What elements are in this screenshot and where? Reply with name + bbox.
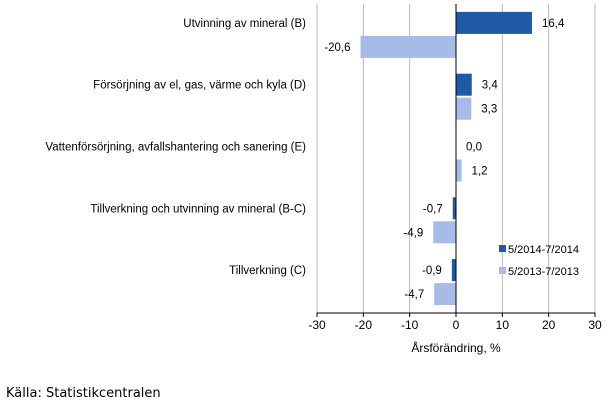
legend-swatch [499,245,506,252]
data-label: -0,9 [422,265,442,277]
legend-swatch [499,267,506,274]
source-note: Källa: Statistikcentralen [6,386,161,401]
x-axis-title: Årsförändring, % [411,340,501,355]
bars: 16,4 -20,6 3,4 3,3 0,0 1,2 -0,7-4,9 -0,9 -4,7 [324,11,565,306]
data-label: 3,4 [482,80,499,92]
bar [451,259,456,282]
bar-chart: 16,4 -20,6 3,4 3,3 0,0 1,2 -0,7-4,9 -0,9 -4,7 Ut… [45,4,602,355]
x-tick-label: -20 [355,318,373,332]
x-tick-label: 30 [588,318,602,332]
legend-label: 5/2013-7/2013 [508,266,579,278]
bar [434,283,456,306]
category-label: Försörjning av el, gas, värme och kyla (… [93,80,306,92]
data-label: 0,0 [466,142,482,154]
bar [433,221,456,244]
data-label: 3,3 [481,104,497,116]
legend-label: 5/2014-7/2014 [508,244,579,256]
x-tick-label: 0 [453,318,460,332]
data-label: 1,2 [472,166,488,178]
x-tick-label: 10 [496,318,510,332]
bar [456,159,462,182]
x-tick-label: 20 [542,318,556,332]
legend: 5/2014-7/2014 5/2013-7/2013 [499,244,579,278]
data-label: -0,7 [423,203,443,215]
category-label: Tillverkning (C) [229,265,306,277]
category-label: Tillverkning och utvinning av mineral (B… [90,203,306,215]
axes: Utvinning av mineral (B) Försörjning av e… [45,4,602,355]
x-tick-label: -30 [308,318,326,332]
bar [456,73,472,96]
category-label: Utvinning av mineral (B) [183,18,306,30]
category-label: Vattenförsörjning, avfallshantering och … [45,142,306,154]
bar [452,197,456,220]
x-tick-label: -10 [401,318,419,332]
bar [456,97,472,120]
data-label: 16,4 [542,18,565,30]
bar [360,35,456,58]
data-label: -4,9 [403,227,423,239]
bar [456,11,532,34]
data-label: -20,6 [324,42,350,54]
data-label: -4,7 [404,289,424,301]
